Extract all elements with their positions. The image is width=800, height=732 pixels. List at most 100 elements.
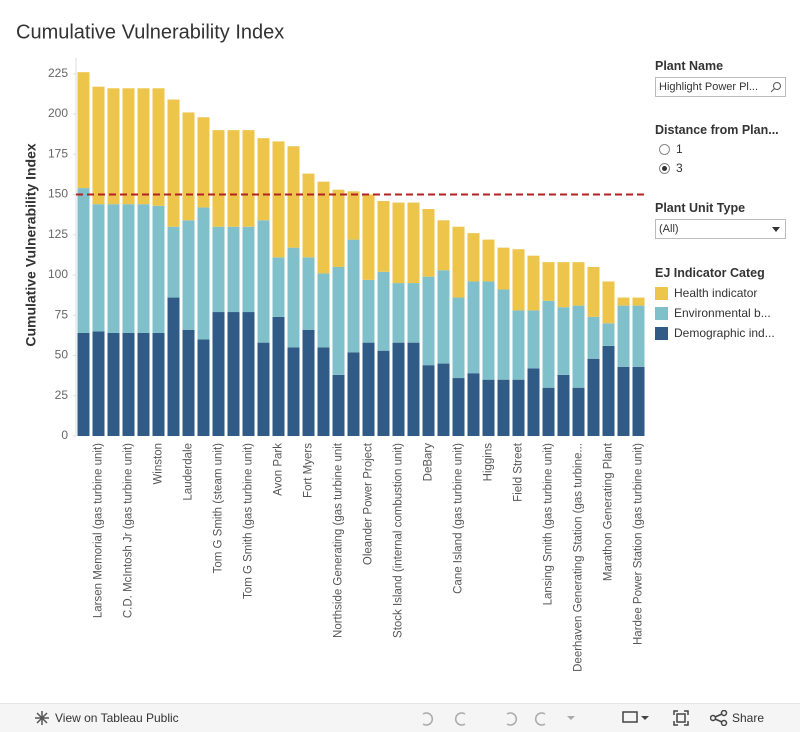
bar-segment — [302, 329, 315, 436]
legend-title: EJ Indicator Categ — [655, 266, 765, 280]
bar-segment — [452, 226, 465, 298]
bar-segment — [512, 379, 525, 436]
y-tick-label: 225 — [48, 66, 68, 80]
share-icon[interactable] — [710, 710, 728, 726]
bar-segment — [542, 387, 555, 436]
y-tick-label: 50 — [55, 348, 69, 362]
legend-swatch — [655, 326, 668, 340]
radio-button — [659, 162, 670, 174]
bar-segment — [482, 379, 495, 436]
x-tick-label: Lansing Smith (gas turbine unit) — [543, 443, 555, 606]
bar-segment — [602, 345, 615, 436]
bar-segment — [407, 342, 420, 436]
x-tick-label: Avon Park — [273, 443, 285, 496]
bar-segment — [257, 138, 270, 221]
bar-segment — [497, 289, 510, 380]
bar-segment — [422, 365, 435, 436]
radio-option[interactable]: 3 — [655, 161, 795, 175]
bar-segment — [437, 363, 450, 436]
bar-segment — [437, 270, 450, 364]
toolbar: View on Tableau Public Share — [0, 703, 800, 732]
bar-segment — [347, 239, 360, 353]
x-tick-label: Northside Generating (gas turbine unit — [333, 442, 345, 638]
search-box[interactable]: Highlight Power Pl... — [655, 77, 786, 97]
legend-swatch — [655, 306, 668, 320]
bar-segment — [257, 220, 270, 343]
radio-option[interactable]: 1 — [655, 142, 795, 156]
bar-segment — [137, 88, 150, 205]
bar-segment — [92, 331, 105, 436]
bar-segment — [332, 374, 345, 436]
bar-segment — [512, 249, 525, 311]
x-tick-label: Larsen Memorial (gas turbine unit) — [93, 443, 105, 618]
dropdown[interactable]: (All) — [655, 219, 786, 239]
bar-segment — [122, 332, 135, 436]
bar-segment — [347, 352, 360, 436]
bar-segment — [572, 262, 585, 306]
bar-segment — [122, 204, 135, 333]
bar-segment — [587, 358, 600, 436]
bar-segment — [107, 204, 120, 333]
bar-segment — [107, 88, 120, 205]
radio-button — [659, 143, 670, 155]
bar-segment — [92, 204, 105, 332]
plant-name-filter: Plant Name Highlight Power Pl... — [655, 59, 795, 97]
x-tick-label: C.D. McIntosh Jr (gas turbine unit) — [123, 443, 135, 618]
bar-segment — [182, 329, 195, 436]
share-label[interactable]: Share — [732, 711, 765, 725]
radio-label: 1 — [676, 142, 683, 156]
legend-label: Health indicator — [674, 286, 758, 300]
bar-segment — [557, 307, 570, 375]
bar-segment — [617, 297, 630, 306]
bar-segment — [362, 194, 375, 280]
bar-segment — [272, 257, 285, 317]
y-tick-label: 75 — [55, 307, 69, 321]
y-tick-label: 25 — [55, 388, 69, 402]
x-tick-label: Stock Island (internal combustion unit) — [393, 443, 405, 638]
bar-segment — [497, 379, 510, 436]
bar-segment — [347, 191, 360, 240]
x-tick-label: Fort Myers — [303, 443, 315, 498]
legend-item: Demographic ind... — [655, 326, 795, 340]
bar-segment — [632, 297, 645, 306]
bar-segment — [107, 332, 120, 436]
x-tick-label: DeBary — [423, 443, 435, 482]
legend-item: Environmental b... — [655, 306, 795, 320]
dropdown-arrow — [772, 227, 780, 232]
x-tick-label: Deerhaven Generating Station (gas turbin… — [573, 443, 585, 672]
bar-segment — [197, 207, 210, 340]
bar-segment — [332, 266, 345, 375]
x-tick-label: Tom G Smith (steam unit) — [213, 443, 225, 574]
x-tick-label: Hardee Power Station (gas turbine unit) — [633, 443, 645, 645]
bar-segment — [422, 276, 435, 366]
view-link[interactable]: View on Tableau Public — [55, 711, 179, 725]
bar-segment — [557, 262, 570, 308]
chart-title: Cumulative Vulnerability Index — [16, 21, 284, 43]
x-tick-label: Marathon Generating Plant — [603, 442, 615, 581]
fullscreen-icon[interactable] — [673, 710, 689, 726]
bar-segment — [437, 220, 450, 271]
bar-segment — [257, 342, 270, 436]
bar-segment — [587, 266, 600, 317]
bar-segment — [77, 332, 90, 436]
legend-item: Health indicator — [655, 286, 795, 300]
x-tick-label: Field Street — [513, 442, 525, 502]
bar-segment — [557, 374, 570, 436]
x-tick-label: Oleander Power Project — [363, 442, 375, 565]
bar-segment — [212, 226, 225, 313]
bar-segment — [467, 233, 480, 282]
bar-segment — [497, 247, 510, 290]
bar-segment — [287, 247, 300, 348]
bar-segment — [77, 188, 90, 333]
bar-segment — [92, 86, 105, 205]
bar-segment — [572, 305, 585, 388]
bar-segment — [452, 297, 465, 379]
bar-segment — [197, 339, 210, 436]
bar-segment — [377, 200, 390, 272]
legend: EJ Indicator Categ Health indicator Envir… — [655, 266, 795, 340]
filter-label: Distance from Plan... — [655, 123, 779, 137]
bar-segment — [182, 112, 195, 221]
distance-filter: Distance from Plan... 1 3 — [655, 123, 795, 175]
search-placeholder: Highlight Power Pl... — [659, 81, 759, 93]
